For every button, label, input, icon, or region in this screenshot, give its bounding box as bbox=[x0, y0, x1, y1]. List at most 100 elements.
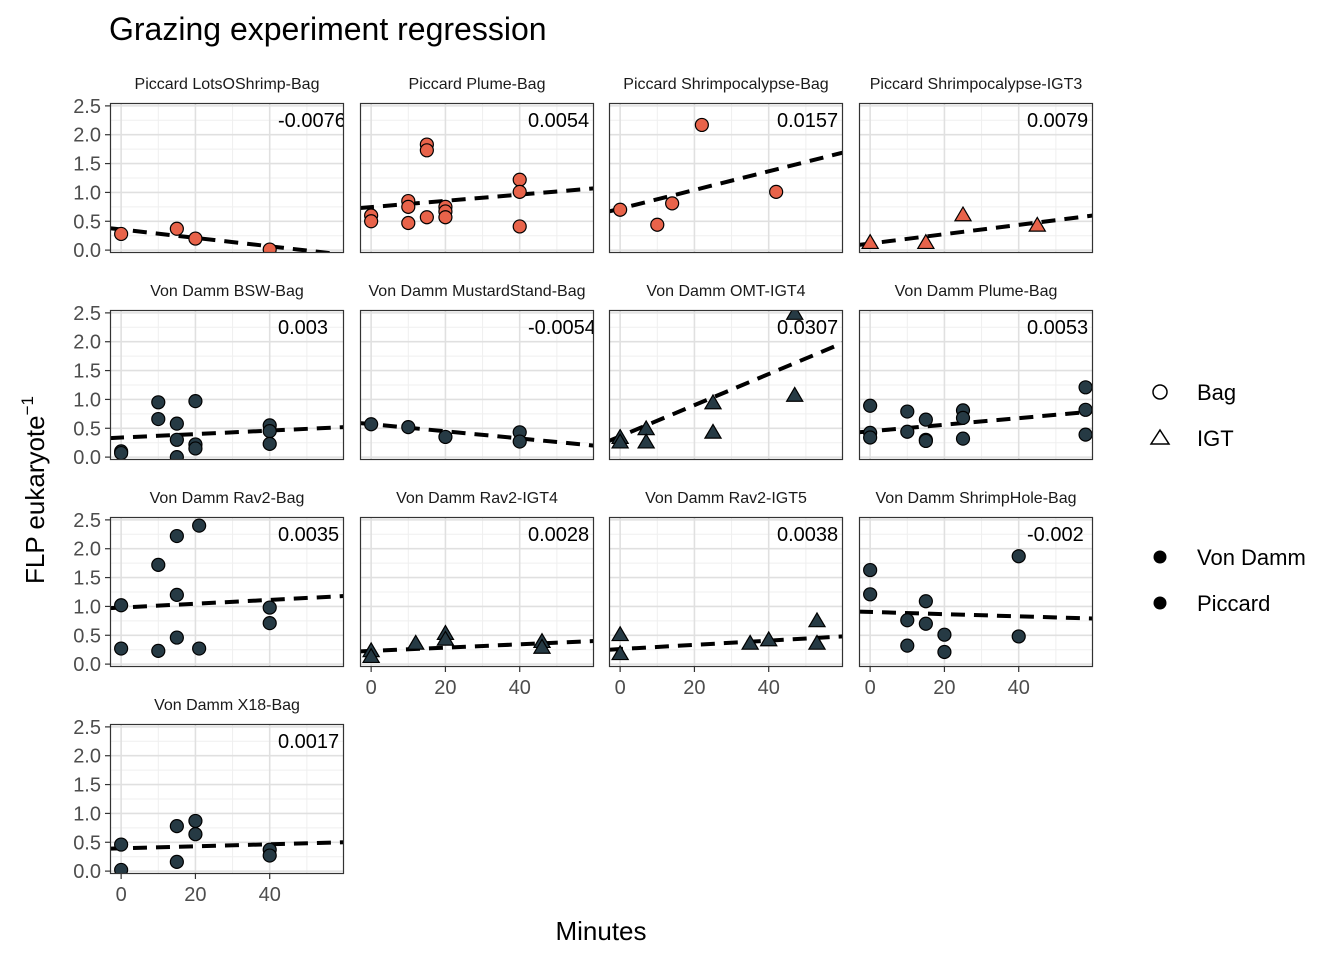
data-point bbox=[918, 412, 933, 427]
y-tick-label: 0.5 bbox=[73, 211, 101, 233]
y-tick-label: 2.5 bbox=[73, 717, 101, 739]
panel-plot-area: -0.0076 bbox=[110, 110, 344, 253]
y-tick-label: 0.0 bbox=[73, 240, 101, 262]
y-tick-label: 2.0 bbox=[73, 746, 101, 768]
y-tick-label: 2.5 bbox=[73, 96, 101, 118]
data-point bbox=[863, 562, 878, 578]
data-point bbox=[114, 837, 129, 852]
panel-border bbox=[608, 102, 844, 254]
regression-line bbox=[609, 341, 843, 443]
data-point bbox=[785, 310, 804, 320]
y-axis-title-main: FLP eukaryote bbox=[20, 415, 50, 584]
data-point bbox=[169, 854, 184, 869]
data-point bbox=[785, 386, 804, 402]
data-point bbox=[151, 395, 166, 410]
panel-border bbox=[359, 516, 595, 668]
data-point bbox=[953, 205, 973, 222]
regression-line bbox=[859, 409, 1093, 435]
legend-circle-icon bbox=[1152, 384, 1168, 400]
data-point bbox=[512, 434, 527, 449]
slope-annotation: -0.0054 bbox=[528, 317, 596, 339]
panel-plot-area: 0.003 bbox=[110, 317, 344, 460]
x-tick-label: 40 bbox=[758, 677, 780, 699]
data-point bbox=[512, 184, 527, 199]
data-point bbox=[438, 210, 453, 225]
data-point bbox=[918, 433, 933, 449]
data-point bbox=[1078, 427, 1093, 442]
slope-annotation: 0.0038 bbox=[777, 524, 838, 546]
panel-strip-label: Piccard Plume-Bag bbox=[409, 76, 546, 93]
data-point bbox=[364, 214, 379, 229]
data-point bbox=[362, 647, 381, 664]
data-point bbox=[918, 616, 933, 631]
panel-plot-area: 0.0053 bbox=[859, 317, 1093, 449]
x-tick-label: 0 bbox=[116, 884, 127, 906]
regression-line bbox=[360, 186, 594, 210]
y-tick-label: 2.5 bbox=[73, 510, 101, 532]
panel-border bbox=[109, 102, 345, 254]
panel-strip-label: Von Damm Rav2-Bag bbox=[150, 490, 305, 507]
data-point bbox=[900, 424, 915, 439]
panel-strip-label: Piccard Shrimpocalypse-IGT3 bbox=[870, 76, 1083, 93]
data-point bbox=[665, 196, 680, 211]
y-tick-label: 2.0 bbox=[73, 125, 101, 147]
slope-annotation: 0.0307 bbox=[777, 317, 838, 339]
data-point bbox=[169, 819, 184, 834]
facet-panels: Piccard LotsOShrimp-Bag -0.0076 0.0 0.5 1.0 1… bbox=[73, 76, 1094, 906]
data-point bbox=[401, 215, 416, 231]
data-point bbox=[769, 184, 784, 199]
panel-von-damm-shrimphole-bag: Von Damm ShrimpHole-Bag -0.002 0 20 40 bbox=[858, 490, 1094, 699]
y-tick-label: 1.5 bbox=[73, 154, 101, 176]
panel-plot-area: 0.0054 bbox=[360, 110, 594, 234]
data-point bbox=[861, 233, 880, 250]
data-point bbox=[613, 202, 628, 217]
slope-annotation: 0.0079 bbox=[1027, 110, 1088, 132]
panel-von-damm-rav2-igt4: Von Damm Rav2-IGT4 0.0028 0 20 40 bbox=[359, 490, 595, 699]
data-point bbox=[703, 393, 723, 410]
panel-border bbox=[359, 309, 595, 461]
regression-line bbox=[360, 421, 594, 448]
data-point bbox=[512, 219, 527, 234]
data-point bbox=[114, 641, 129, 656]
y-axis-title: FLP eukaryote−1 bbox=[18, 396, 50, 584]
regression-line bbox=[859, 609, 1093, 621]
panel-strip-label: Von Damm Rav2-IGT4 bbox=[396, 490, 558, 507]
data-point bbox=[512, 172, 527, 187]
data-point bbox=[436, 630, 455, 646]
data-point bbox=[406, 634, 425, 650]
panel-von-damm-bsw-bag: Von Damm BSW-Bag 0.003 0.0 0.5 1.0 1.5 2.0 2.5 bbox=[73, 283, 345, 469]
data-point bbox=[637, 433, 656, 449]
panel-von-damm-rav2-igt5: Von Damm Rav2-IGT5 0.0038 0 20 40 bbox=[608, 490, 844, 699]
data-point bbox=[151, 411, 166, 427]
regression-line bbox=[859, 213, 1093, 247]
data-point bbox=[937, 627, 952, 642]
y-tick-label: 0.5 bbox=[73, 418, 101, 440]
legend-label: Bag bbox=[1197, 380, 1236, 405]
panel-border bbox=[109, 723, 345, 875]
panel-border bbox=[858, 309, 1094, 461]
data-point bbox=[192, 641, 207, 656]
x-tick-label: 20 bbox=[683, 677, 705, 699]
data-point bbox=[188, 231, 203, 246]
legend-filled-circle-icon bbox=[1153, 596, 1167, 610]
data-point bbox=[650, 217, 665, 232]
legend-triangle-icon bbox=[1149, 428, 1171, 445]
panel-plot-area: -0.0054 bbox=[360, 317, 596, 449]
data-point bbox=[900, 613, 915, 628]
legend-label: Piccard bbox=[1197, 591, 1270, 616]
y-tick-label: 0.0 bbox=[73, 447, 101, 469]
panel-strip-label: Von Damm Rav2-IGT5 bbox=[645, 490, 807, 507]
data-point bbox=[863, 398, 878, 413]
panel-plot-area: 0.0079 bbox=[859, 110, 1093, 250]
data-point bbox=[262, 242, 277, 253]
data-point bbox=[863, 587, 878, 602]
data-point bbox=[611, 625, 630, 642]
panel-strip-label: Von Damm ShrimpHole-Bag bbox=[876, 490, 1077, 507]
x-tick-label: 0 bbox=[615, 677, 626, 699]
regression-line bbox=[110, 594, 344, 611]
data-point bbox=[703, 423, 723, 439]
y-tick-label: 1.5 bbox=[73, 361, 101, 383]
panel-border bbox=[109, 516, 345, 668]
x-tick-label: 20 bbox=[184, 884, 206, 906]
